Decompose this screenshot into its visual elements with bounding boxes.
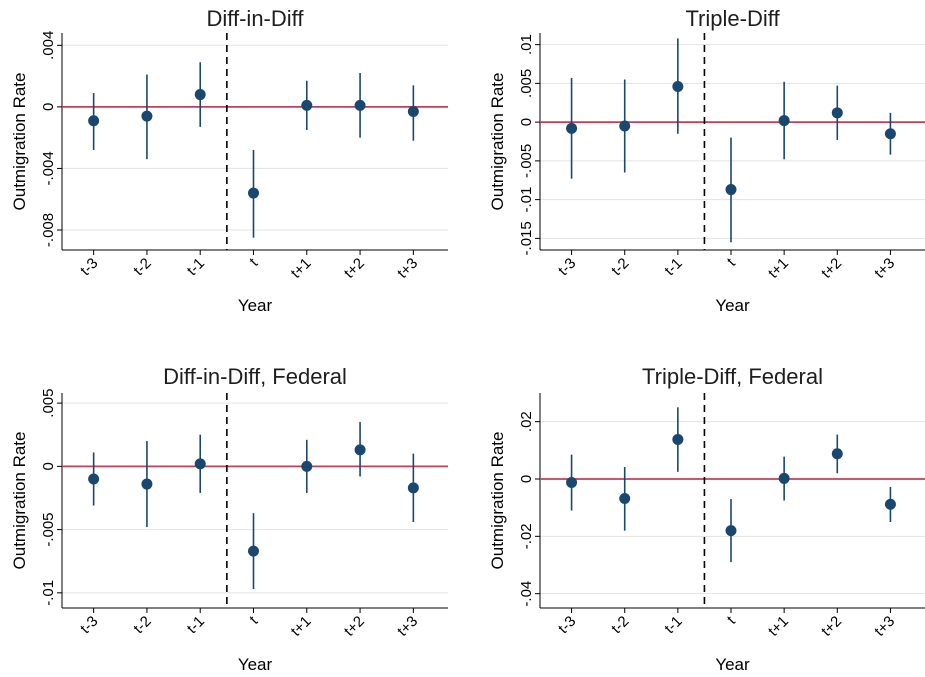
x-tick-label: t-3	[77, 613, 101, 637]
point-estimate	[141, 478, 153, 490]
y-tick-label: 0	[518, 118, 535, 126]
x-tick-label: t-1	[661, 613, 685, 637]
x-tick-label: t	[246, 612, 262, 628]
x-tick-label: t-1	[184, 613, 208, 637]
x-tick-label: t	[724, 612, 740, 628]
x-axis-label: Year	[238, 296, 273, 315]
x-tick-label: t-2	[130, 255, 154, 279]
point-estimate	[672, 80, 684, 92]
point-estimate	[566, 476, 578, 488]
chart-title: Diff-in-Diff	[207, 6, 305, 31]
y-tick-label: .01	[518, 34, 535, 55]
point-estimate	[407, 105, 419, 117]
point-estimate	[194, 89, 206, 101]
point-estimate	[778, 115, 790, 127]
point-estimate	[884, 498, 896, 510]
x-tick-label: t+1	[288, 613, 315, 640]
point-estimate	[884, 128, 896, 140]
point-estimate	[301, 99, 313, 111]
y-tick-label: -.015	[518, 221, 535, 255]
point-estimate	[672, 433, 684, 445]
point-estimate	[831, 448, 843, 460]
x-tick-label: t-3	[555, 255, 579, 279]
point-estimate	[248, 187, 259, 199]
y-axis-label: Outmigration Rate	[488, 73, 507, 211]
x-axis-label: Year	[715, 655, 750, 674]
y-tick-label: -.004	[40, 151, 57, 185]
x-tick-label: t+2	[341, 255, 368, 282]
panel-diff-in-diff: .004 0 -.004 -.008 t-3 t-2 t-1 t t+1 t+2 t+3 Diff-i…	[10, 6, 448, 315]
point-estimate	[88, 115, 100, 127]
x-tick-label: t+2	[818, 255, 845, 282]
y-tick-label: .005	[518, 69, 535, 98]
chart-title: Triple-Diff	[685, 6, 780, 31]
x-axis-label: Year	[715, 296, 750, 315]
x-axis-label: Year	[238, 655, 273, 674]
x-tick-label: t-3	[77, 255, 101, 279]
x-tick-label: t-2	[608, 613, 632, 637]
point-estimate	[619, 120, 631, 132]
y-tick-label: -.02	[518, 523, 535, 549]
x-tick-label: t-3	[555, 613, 579, 637]
x-tick-label: t+3	[394, 255, 421, 282]
x-tick-label: t+1	[765, 255, 792, 282]
x-tick-label: t	[246, 254, 262, 270]
y-tick-label: 0	[518, 475, 535, 483]
y-tick-label: 0	[40, 462, 57, 470]
chart-title: Diff-in-Diff, Federal	[163, 364, 347, 389]
y-tick-label: .005	[40, 389, 57, 418]
x-tick-label: t-2	[608, 255, 632, 279]
y-tick-label: -.008	[40, 213, 57, 247]
panel-triple-diff-federal: .02 0 -.02 -.04 t-3 t-2 t-1 t t+1 t+2 t+3 Triple-Di…	[488, 364, 925, 674]
point-estimate	[407, 482, 419, 494]
point-estimate	[725, 525, 737, 537]
point-estimate	[725, 184, 737, 196]
point-estimate	[194, 458, 206, 470]
x-tick-label: t-1	[661, 255, 685, 279]
point-estimate	[566, 122, 578, 134]
point-estimate	[248, 545, 259, 557]
y-tick-label: 0	[40, 103, 57, 111]
point-estimate	[354, 444, 366, 456]
x-tick-label: t-2	[130, 613, 154, 637]
x-tick-label: t-1	[184, 255, 208, 279]
x-tick-label: t+1	[765, 613, 792, 640]
x-tick-label: t	[724, 254, 740, 270]
y-tick-label: -.005	[518, 144, 535, 178]
point-estimate	[778, 472, 790, 484]
x-tick-label: t+2	[341, 613, 368, 640]
point-estimate	[619, 492, 631, 504]
point-estimate	[831, 107, 843, 119]
x-tick-label: t+2	[818, 613, 845, 640]
x-tick-label: t+3	[394, 613, 421, 640]
y-tick-label: -.01	[518, 187, 535, 213]
y-tick-label: -.01	[40, 580, 57, 606]
x-tick-label: t+3	[871, 255, 898, 282]
point-estimate	[141, 110, 153, 122]
y-tick-label: -.005	[40, 512, 57, 546]
y-axis-label: Outmigration Rate	[488, 432, 507, 570]
point-estimate	[301, 460, 313, 472]
y-tick-label: .004	[40, 31, 57, 60]
point-estimate	[354, 99, 366, 111]
panel-diff-in-diff-federal: .005 0 -.005 -.01 t-3 t-2 t-1 t t+1 t+2 t+3 Diff-in…	[10, 364, 448, 674]
y-tick-label: -.04	[518, 581, 535, 607]
y-tick-label: .02	[518, 411, 535, 432]
point-estimate	[88, 473, 100, 485]
chart-title: Triple-Diff, Federal	[642, 364, 823, 389]
y-axis-label: Outmigration Rate	[10, 432, 29, 570]
y-axis-label: Outmigration Rate	[10, 73, 29, 211]
x-tick-label: t+1	[288, 255, 315, 282]
panel-triple-diff: .01 .005 0 -.005 -.01 -.015 t-3 t-2 t-1 t t+1 t+2 t+…	[488, 6, 925, 315]
x-tick-label: t+3	[871, 613, 898, 640]
